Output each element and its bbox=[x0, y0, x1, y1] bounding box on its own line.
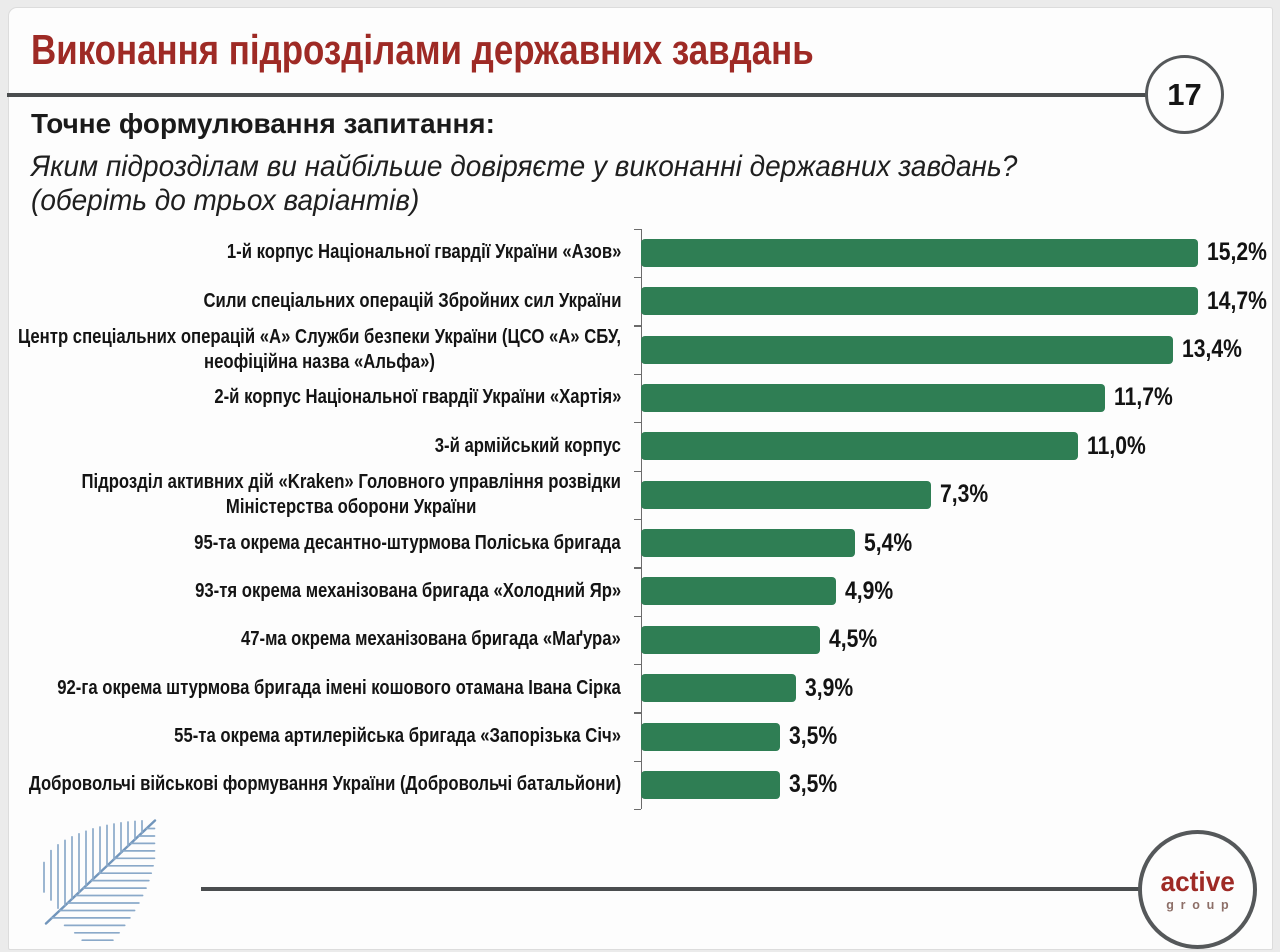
logo-text-active: active bbox=[1160, 865, 1235, 897]
active-group-logo: active group bbox=[1138, 830, 1257, 949]
slide-page bbox=[8, 7, 1273, 950]
question-line-1: Яким підрозділам ви найбільше довіряєте … bbox=[31, 150, 1018, 183]
question-heading: Точне формулювання запитання: bbox=[31, 108, 495, 139]
footer-divider bbox=[201, 887, 1139, 891]
leaf-logo bbox=[43, 819, 157, 942]
title-underline bbox=[7, 93, 1146, 97]
question-line-2: (оберіть до трьох варіантів) bbox=[31, 184, 420, 217]
slide-title: Виконання підрозділами державних завдань bbox=[31, 26, 814, 73]
slide-number-badge: 17 bbox=[1145, 55, 1224, 134]
slide-number: 17 bbox=[1167, 76, 1202, 112]
logo-text-group: group bbox=[1166, 896, 1236, 912]
